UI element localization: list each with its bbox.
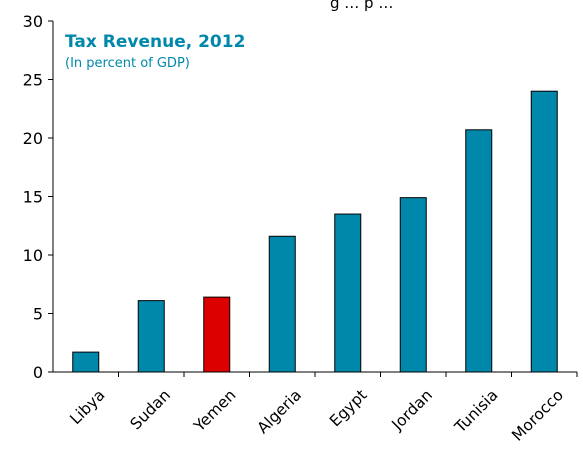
category-label-morocco: Morocco [508,386,567,445]
category-label-libya: Libya [66,386,108,428]
bar-libya [72,351,100,373]
category-label-algeria: Algeria [254,386,305,437]
chart-title: Tax Revenue, 2012 [65,32,245,52]
bar-tunisia [465,129,493,373]
y-tick-label: 5 [33,305,43,324]
y-tick-label: 10 [23,246,43,265]
bar-sudan [137,300,165,373]
category-label-yemen: Yemen [190,386,240,436]
x-axis [53,371,578,377]
category-labels: Libya Sudan Yemen Algeria Egypt Jordan Tunisia… [66,386,567,445]
y-tick-label: 25 [23,71,43,90]
bar-egypt [334,213,362,373]
y-axis: 0 5 10 15 20 25 30 [23,12,54,382]
bar-jordan [399,197,427,373]
y-tick-label: 0 [33,363,43,382]
cropped-top-text: g … p … [330,0,393,12]
bars [72,90,558,373]
y-tick-label: 20 [23,129,43,148]
category-label-tunisia: Tunisia [451,386,502,437]
category-label-jordan: Jordan [388,386,436,434]
category-label-sudan: Sudan [127,386,174,433]
y-tick-label: 15 [23,188,43,207]
category-label-egypt: Egypt [326,386,370,430]
y-tick-label: 30 [23,12,43,31]
bar-yemen [203,296,231,373]
bar-algeria [268,235,296,373]
chart-subtitle: (In percent of GDP) [65,56,190,71]
chart-title-block: Tax Revenue, 2012 (In percent of GDP) [65,32,245,71]
bar-morocco [530,90,558,373]
